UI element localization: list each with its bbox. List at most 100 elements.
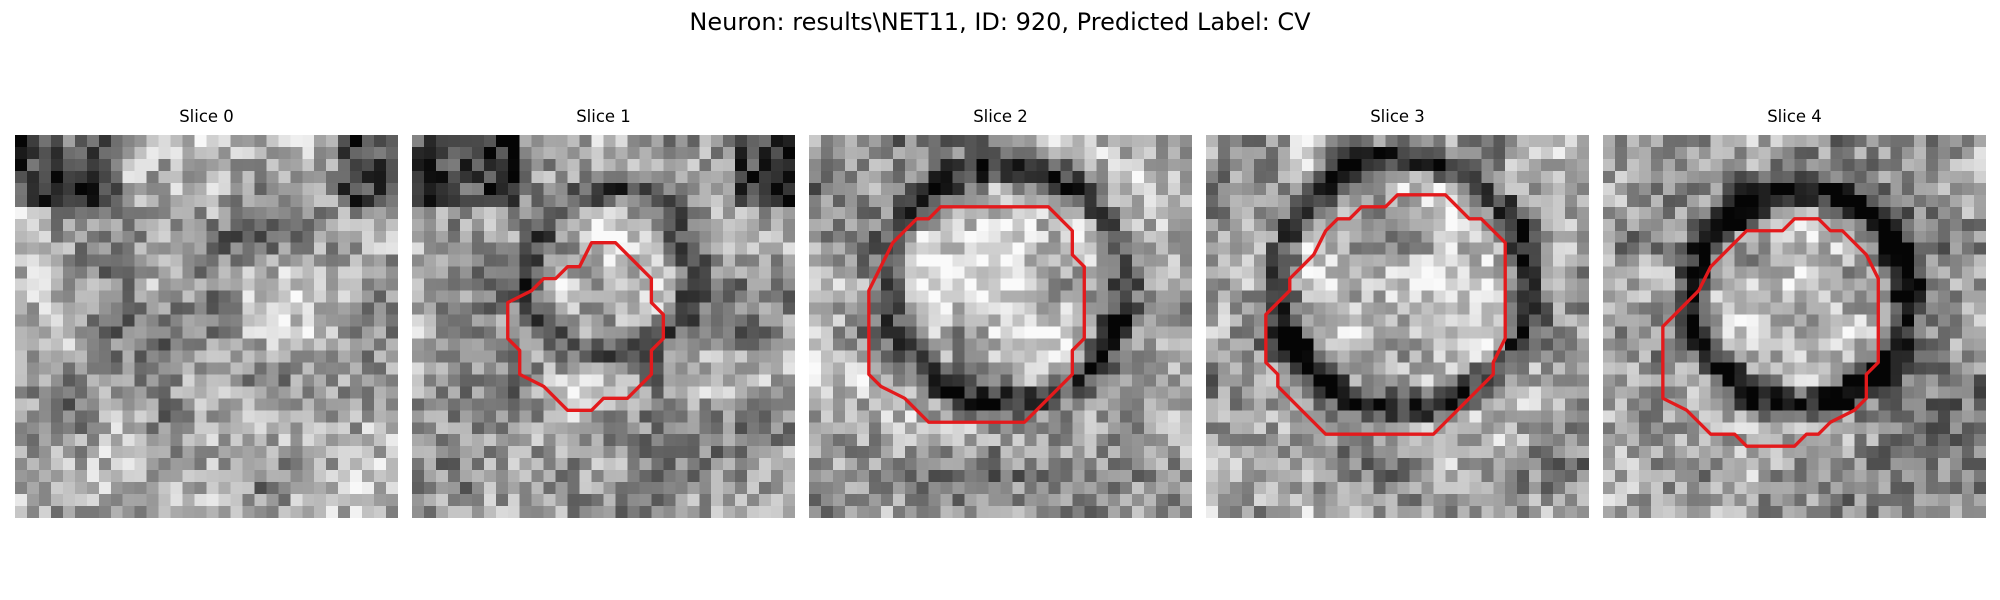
image-pixel (1373, 326, 1386, 339)
image-pixel (1577, 302, 1589, 315)
image-pixel (1517, 146, 1530, 160)
image-pixel (809, 302, 822, 315)
image-pixel (543, 422, 556, 435)
image-pixel (122, 410, 135, 423)
image-pixel (747, 470, 760, 483)
image-pixel (507, 446, 520, 459)
image-pixel (266, 470, 279, 483)
image-pixel (844, 278, 858, 291)
image-pixel (423, 135, 437, 148)
image-pixel (519, 422, 532, 435)
image-pixel (1084, 218, 1097, 231)
image-pixel (146, 170, 159, 184)
image-pixel (567, 422, 580, 435)
image-pixel (1746, 338, 1759, 351)
image-pixel (1710, 135, 1723, 148)
image-pixel (651, 278, 664, 291)
image-pixel (362, 446, 375, 459)
image-pixel (1938, 386, 1951, 399)
image-pixel (1457, 194, 1470, 208)
image-pixel (832, 146, 846, 160)
image-pixel (459, 338, 473, 351)
image-pixel (1553, 470, 1566, 483)
image-pixel (1481, 350, 1494, 363)
image-pixel (952, 410, 965, 423)
image-pixel (687, 398, 700, 411)
image-pixel (1253, 158, 1267, 172)
image-pixel (1096, 206, 1109, 220)
image-pixel (1337, 422, 1350, 435)
image-pixel (687, 422, 700, 435)
image-pixel (519, 254, 532, 267)
image-pixel (615, 170, 628, 184)
image-pixel (759, 446, 772, 459)
image-pixel (1469, 278, 1482, 291)
image-pixel (1529, 506, 1542, 518)
image-pixel (809, 218, 822, 231)
image-pixel (423, 266, 437, 279)
image-pixel (1722, 410, 1735, 423)
image-pixel (615, 362, 628, 375)
image-pixel (1433, 194, 1446, 208)
image-pixel (639, 194, 652, 208)
image-pixel (1914, 254, 1927, 267)
image-pixel (904, 458, 917, 471)
image-pixel (699, 374, 712, 387)
image-pixel (350, 254, 363, 267)
image-pixel (423, 398, 437, 411)
image-pixel (1866, 302, 1879, 315)
image-pixel (1265, 422, 1279, 435)
image-pixel (314, 494, 327, 507)
image-pixel (122, 506, 135, 518)
image-pixel (326, 218, 339, 231)
image-pixel (507, 266, 520, 279)
image-pixel (1842, 326, 1855, 339)
image-pixel (1493, 218, 1506, 231)
image-pixel (880, 194, 894, 208)
image-pixel (350, 194, 363, 208)
image-pixel (1914, 314, 1927, 327)
image-pixel (940, 194, 953, 208)
image-pixel (242, 206, 255, 220)
image-pixel (1782, 446, 1795, 459)
image-pixel (1457, 482, 1470, 495)
image-pixel (338, 386, 351, 399)
image-pixel (1529, 170, 1542, 184)
image-pixel (892, 266, 905, 279)
image-pixel (471, 278, 485, 291)
image-pixel (26, 158, 40, 172)
image-pixel (1662, 410, 1676, 423)
image-pixel (338, 374, 351, 387)
image-pixel (459, 230, 473, 243)
image-pixel (856, 398, 870, 411)
image-pixel (1409, 326, 1422, 339)
image-pixel (1878, 338, 1891, 351)
image-pixel (1217, 362, 1231, 375)
image-pixel (447, 470, 461, 483)
image-pixel (206, 434, 219, 447)
image-pixel (1962, 218, 1975, 231)
image-pixel (1325, 470, 1338, 483)
image-pixel (1000, 362, 1013, 375)
image-pixel (1132, 422, 1145, 435)
image-pixel (1433, 218, 1446, 231)
image-pixel (182, 338, 195, 351)
image-pixel (1024, 446, 1037, 459)
image-pixel (1421, 446, 1434, 459)
image-pixel (1565, 218, 1578, 231)
image-pixel (290, 494, 303, 507)
image-pixel (1505, 446, 1518, 459)
image-pixel (1337, 410, 1350, 423)
image-pixel (146, 230, 159, 243)
image-pixel (1325, 242, 1338, 255)
image-pixel (266, 434, 279, 447)
image-pixel (122, 470, 135, 483)
image-pixel (1866, 314, 1879, 327)
image-pixel (1493, 410, 1506, 423)
image-pixel (1758, 242, 1771, 255)
image-pixel (964, 494, 977, 507)
image-pixel (314, 242, 327, 255)
image-pixel (1866, 230, 1879, 243)
image-pixel (1650, 230, 1664, 243)
image-pixel (1938, 278, 1951, 291)
